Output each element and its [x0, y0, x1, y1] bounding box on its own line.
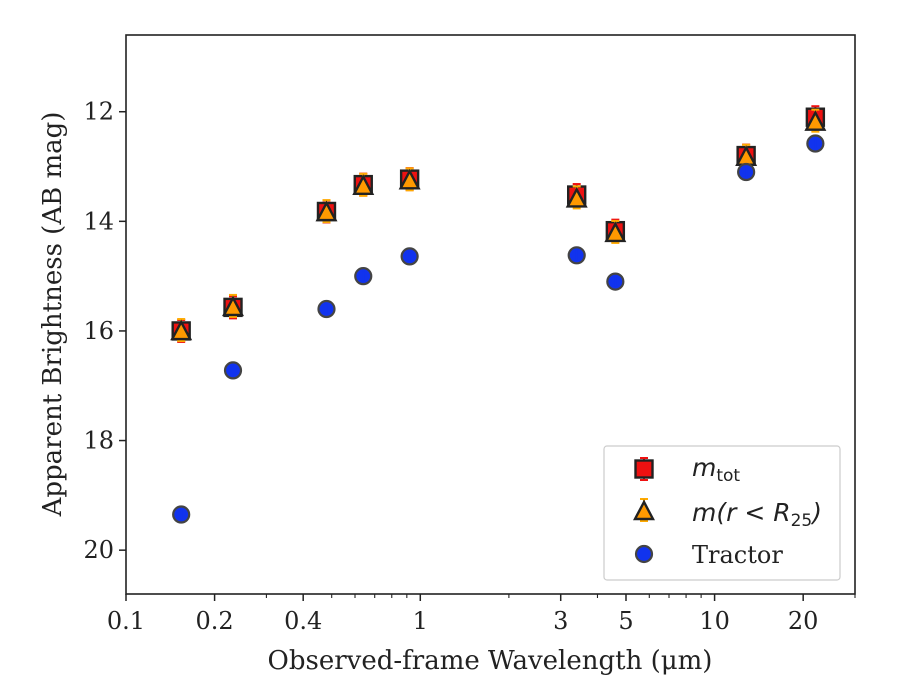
legend-label-mtot: mtot: [692, 453, 740, 486]
triangle-marker: [315, 200, 338, 222]
triangle-marker: [804, 110, 827, 131]
data-point-circle: [806, 134, 825, 153]
legend: mtot m(r < R25) Tractor: [603, 445, 841, 581]
triangle-marker: [565, 186, 588, 208]
legend-label-mr25: m(r < R25): [692, 498, 822, 531]
series-3: [172, 134, 825, 524]
data-point-triangle: [170, 318, 193, 343]
y-tick-label: 12: [83, 98, 114, 126]
data-point-triangle: [804, 108, 827, 133]
legend-label-mr25-main: m(r < R: [692, 498, 791, 527]
triangle-marker: [633, 499, 655, 521]
y-axis-label: Apparent Brightness (AB mag): [38, 112, 68, 518]
data-series: [170, 105, 827, 524]
legend-marker-circle: [634, 544, 654, 564]
triangle-marker: [352, 174, 375, 196]
y-tick-label: 16: [83, 317, 114, 345]
x-tick-label: 3: [553, 607, 568, 635]
data-point-triangle: [352, 172, 375, 197]
x-tick-label: 5: [618, 607, 633, 635]
data-point-triangle: [222, 293, 245, 318]
data-point-triangle: [604, 219, 627, 244]
y-axis-ticks: 12 14 16 18 20: [83, 98, 126, 564]
data-point-triangle: [565, 185, 588, 210]
legend-marker-triangle: [633, 498, 655, 522]
data-point-circle: [400, 247, 419, 266]
legend-label-mtot-sub: tot: [716, 466, 740, 486]
legend-label-mtot-main: m: [692, 453, 716, 482]
data-point-circle: [223, 361, 243, 380]
legend-markers: [633, 457, 655, 564]
triangle-marker: [222, 295, 245, 317]
data-point-circle: [606, 272, 625, 291]
x-axis-ticks: 0.1 0.2 0.4 1 3 5 10 20: [107, 594, 856, 635]
data-point-circle: [737, 162, 756, 182]
data-point-circle: [172, 505, 191, 524]
x-tick-label: 0.2: [196, 607, 234, 635]
triangle-marker: [604, 221, 627, 243]
data-point-circle: [317, 299, 336, 319]
x-tick-label: 20: [788, 607, 819, 635]
legend-marker-square: [634, 457, 654, 481]
x-tick-label: 10: [699, 607, 730, 635]
x-tick-label: 0.4: [284, 607, 322, 635]
legend-label-mr25-sub: 25: [791, 511, 813, 531]
legend-label-mr25-close: ): [810, 498, 822, 527]
series-2: [170, 108, 827, 343]
legend-frame: [603, 445, 841, 581]
x-tick-label: 0.1: [107, 607, 145, 635]
y-tick-label: 14: [83, 207, 114, 235]
data-point-triangle: [315, 199, 338, 224]
x-tick-label: 1: [413, 607, 428, 635]
y-tick-label: 18: [83, 427, 114, 455]
x-axis-label: Observed-frame Wavelength (μm): [268, 646, 713, 676]
legend-label-tractor: Tractor: [692, 541, 783, 569]
data-point-circle: [567, 246, 586, 265]
data-point-circle: [354, 267, 373, 286]
data-point-triangle: [398, 167, 421, 192]
plot-frame: [125, 34, 856, 595]
triangle-marker: [398, 168, 421, 190]
triangle-marker: [170, 319, 193, 341]
y-tick-label: 20: [83, 536, 114, 564]
square-marker: [634, 459, 654, 479]
